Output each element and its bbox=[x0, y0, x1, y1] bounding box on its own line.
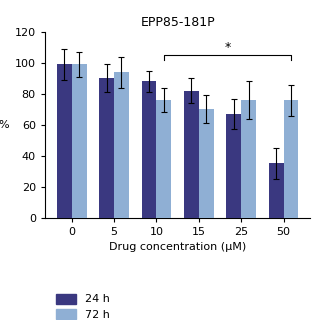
Bar bbox=[199, 109, 214, 218]
Bar bbox=[99, 78, 114, 218]
Legend: 24 h, 72 h: 24 h, 72 h bbox=[56, 294, 109, 320]
Bar bbox=[114, 72, 129, 218]
X-axis label: Drug concentration (μM): Drug concentration (μM) bbox=[109, 242, 246, 252]
Title: EPP85-181P: EPP85-181P bbox=[140, 16, 215, 29]
Bar bbox=[269, 164, 284, 218]
Bar bbox=[184, 91, 199, 218]
Bar bbox=[156, 100, 171, 218]
Text: *: * bbox=[224, 41, 230, 54]
Bar bbox=[241, 100, 256, 218]
Bar bbox=[141, 82, 156, 218]
Y-axis label: %: % bbox=[0, 120, 9, 130]
Bar bbox=[226, 114, 241, 218]
Bar bbox=[57, 64, 72, 218]
Bar bbox=[72, 64, 86, 218]
Bar bbox=[284, 100, 298, 218]
